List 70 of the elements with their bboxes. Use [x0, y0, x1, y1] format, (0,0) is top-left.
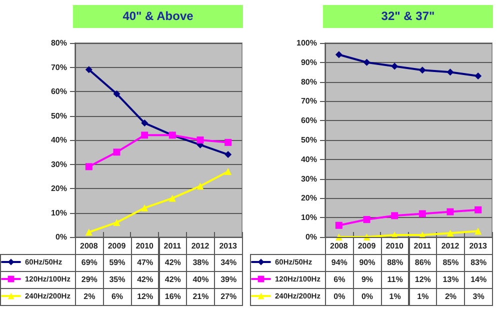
- x-tick-label: 2010: [136, 242, 154, 250]
- data-label: 40%: [186, 271, 216, 289]
- chart-title: 32" & 37": [323, 5, 493, 28]
- y-tick-label: 70%: [300, 96, 317, 106]
- y-tick-label: 40%: [50, 136, 67, 144]
- data-label: 21%: [186, 288, 216, 306]
- data-label: 86%: [408, 254, 438, 272]
- data-label: 85%: [436, 254, 466, 272]
- data-label: 6%: [325, 271, 354, 289]
- x-tick-label: 2010: [386, 242, 404, 250]
- data-label: 0%: [325, 288, 354, 306]
- data-label: 39%: [214, 271, 243, 289]
- y-tick-label: 10%: [300, 213, 317, 222]
- data-label: 94%: [325, 254, 354, 272]
- y-tick-label: 0%: [55, 232, 67, 242]
- y-tick-label: 60%: [50, 87, 67, 96]
- x-tick-label: 2011: [164, 242, 182, 250]
- data-label: 11%: [380, 271, 410, 289]
- y-tick-label: 80%: [300, 77, 317, 86]
- data-label: 69%: [75, 254, 104, 272]
- data-label: 42%: [158, 254, 188, 272]
- data-label: 83%: [464, 254, 493, 272]
- x-tick-label: 2008: [330, 242, 348, 250]
- data-label: 13%: [436, 271, 466, 289]
- data-label: 34%: [214, 254, 243, 272]
- x-tick-label: 2008: [80, 242, 98, 250]
- data-label: 1%: [380, 288, 410, 306]
- data-label: 35%: [102, 271, 132, 289]
- y-tick-label: 10%: [50, 208, 67, 218]
- data-label: 6%: [102, 288, 132, 306]
- y-tick-label: 60%: [300, 116, 317, 126]
- data-label: 42%: [130, 271, 160, 289]
- data-label: 12%: [408, 271, 438, 289]
- data-label: 29%: [75, 271, 104, 289]
- data-label: 27%: [214, 288, 243, 306]
- x-tick-label: 2013: [469, 242, 488, 250]
- data-label: 42%: [158, 271, 188, 289]
- chart-title: 40" & Above: [73, 5, 243, 28]
- data-label: 2%: [75, 288, 104, 306]
- x-tick-label: 2009: [358, 242, 376, 250]
- data-label: 38%: [186, 254, 216, 272]
- x-tick-label: 2013: [219, 242, 238, 250]
- y-tick-label: 50%: [50, 111, 67, 120]
- y-tick-label: 80%: [50, 38, 67, 48]
- y-tick-label: 70%: [50, 62, 67, 72]
- y-tick-label: 0%: [305, 232, 317, 242]
- y-tick-label: 90%: [300, 58, 317, 67]
- data-label: 90%: [352, 254, 382, 272]
- data-label: 16%: [158, 288, 188, 306]
- data-label: 12%: [130, 288, 160, 306]
- data-label: 47%: [130, 254, 160, 272]
- data-label: 3%: [464, 288, 493, 306]
- y-tick-label: 20%: [300, 194, 317, 203]
- y-tick-label: 100%: [296, 38, 317, 48]
- data-label: 59%: [102, 254, 132, 272]
- data-label: 0%: [352, 288, 382, 306]
- data-label: 1%: [408, 288, 438, 306]
- y-tick-label: 30%: [300, 174, 317, 184]
- data-label: 9%: [352, 271, 382, 289]
- x-tick-label: 2009: [108, 242, 126, 250]
- y-tick-label: 40%: [300, 154, 317, 164]
- y-tick-label: 30%: [50, 160, 67, 169]
- data-label: 2%: [436, 288, 466, 306]
- data-label: 14%: [464, 271, 493, 289]
- x-tick-label: 2012: [441, 242, 460, 250]
- data-label: 88%: [380, 254, 410, 272]
- x-tick-label: 2012: [191, 242, 210, 250]
- y-tick-label: 50%: [300, 136, 317, 144]
- x-tick-label: 2011: [414, 242, 432, 250]
- y-tick-label: 20%: [50, 184, 67, 193]
